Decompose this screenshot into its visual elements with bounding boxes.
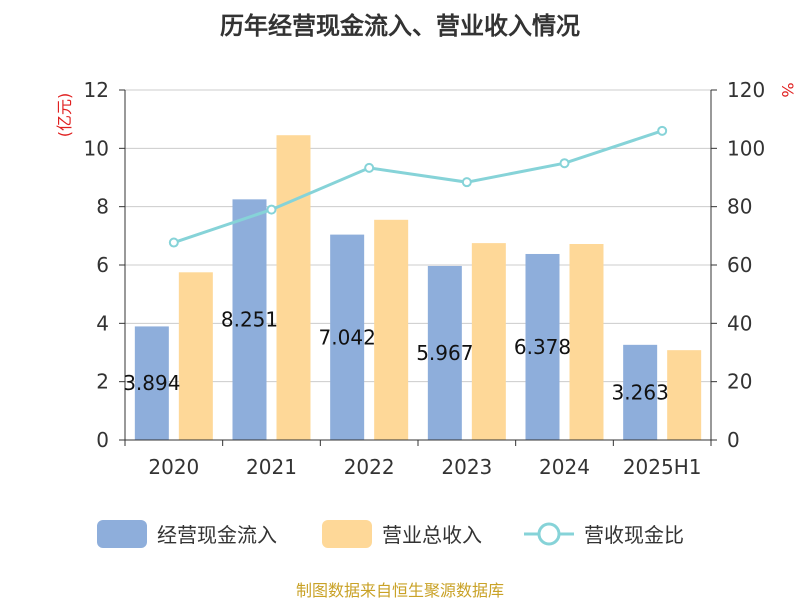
- right-tick-label: 120: [727, 78, 765, 102]
- left-tick-label: 12: [84, 78, 109, 102]
- data-label: 7.042: [319, 325, 376, 349]
- right-tick-label: 60: [727, 253, 752, 277]
- bar-cash-inflow: [623, 344, 658, 440]
- legend-ratio-swatch-marker: [537, 522, 561, 546]
- data-label: 5.967: [416, 341, 473, 365]
- bar-cash-inflow: [427, 265, 462, 440]
- bar-total-revenue: [374, 219, 409, 440]
- bar-total-revenue: [569, 244, 604, 440]
- x-tick-label: 2020: [148, 455, 199, 479]
- right-tick-label: 20: [727, 370, 752, 394]
- chart-title: 历年经营现金流入、营业收入情况: [220, 12, 580, 40]
- source-note: 制图数据来自恒生聚源数据库: [296, 581, 504, 600]
- x-tick-label: 2021: [246, 455, 297, 479]
- legend-ratio-label: 营收现金比: [584, 523, 684, 547]
- left-tick-label: 8: [96, 195, 109, 219]
- bar-total-revenue: [471, 243, 506, 440]
- left-tick-label: 10: [84, 136, 109, 160]
- data-label: 6.378: [514, 335, 571, 359]
- left-tick-label: 0: [96, 428, 109, 452]
- right-axis-unit: %: [778, 82, 797, 97]
- bar-total-revenue: [276, 135, 311, 441]
- ratio-point: [266, 204, 277, 215]
- data-label: 8.251: [221, 308, 278, 332]
- legend: 经营现金流入 营业总收入 营收现金比: [97, 520, 684, 548]
- legend-total-revenue-swatch: [322, 520, 372, 548]
- data-label: 3.263: [612, 380, 669, 404]
- legend-cash-inflow-swatch: [97, 520, 147, 548]
- x-tick-label: 2024: [539, 455, 590, 479]
- ratio-point: [364, 162, 375, 173]
- bar-cash-inflow: [330, 234, 365, 440]
- bar-total-revenue: [667, 350, 702, 440]
- bar-cash-inflow: [232, 199, 267, 440]
- legend-cash-inflow-label: 经营现金流入: [157, 523, 277, 547]
- x-tick-label: 2023: [441, 455, 492, 479]
- ratio-point: [559, 158, 570, 169]
- x-tick-label: 2022: [344, 455, 395, 479]
- left-tick-label: 4: [96, 311, 109, 335]
- right-tick-label: 100: [727, 136, 765, 160]
- bar-total-revenue: [178, 272, 213, 440]
- x-tick-label: 2025H1: [623, 455, 702, 479]
- ratio-point: [168, 237, 179, 248]
- left-axis-unit: (亿元): [55, 93, 74, 138]
- axes: [119, 89, 717, 446]
- left-tick-label: 2: [96, 370, 109, 394]
- ratio-point: [461, 177, 472, 188]
- ratio-line: [168, 125, 668, 248]
- data-labels: 3.894 8.251 7.042 5.967 6.378 3.263: [123, 308, 669, 405]
- right-tick-label: 40: [727, 311, 752, 335]
- gridlines: [125, 89, 711, 383]
- ratio-point: [657, 125, 668, 136]
- right-tick-label: 80: [727, 195, 752, 219]
- legend-total-revenue-label: 营业总收入: [382, 523, 482, 547]
- right-tick-label: 0: [727, 428, 740, 452]
- bar-cash-inflow: [525, 253, 560, 440]
- ratio-line-path: [173, 129, 663, 244]
- left-tick-label: 6: [96, 253, 109, 277]
- bars: [134, 135, 702, 441]
- bar-cash-inflow: [134, 326, 169, 440]
- data-label: 3.894: [123, 371, 180, 395]
